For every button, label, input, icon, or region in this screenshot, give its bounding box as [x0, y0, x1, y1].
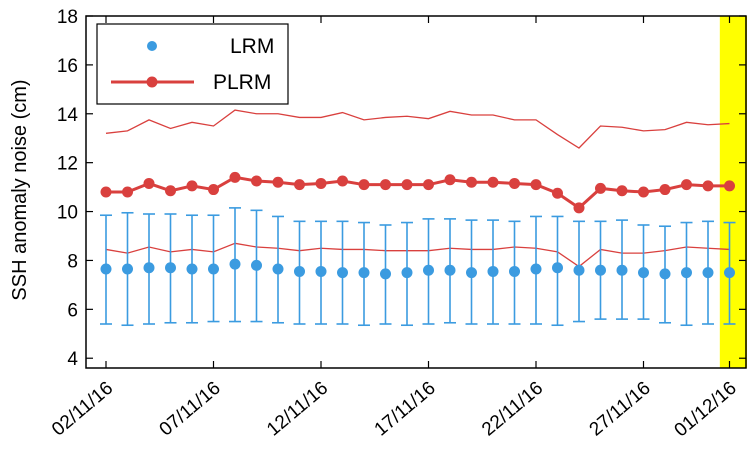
x-tick-marks [105, 16, 731, 368]
y-tick-label: 16 [57, 56, 78, 77]
plrm-point [487, 176, 499, 188]
y-tick-label: 12 [57, 154, 78, 175]
lrm-point [466, 267, 477, 279]
lrm-point [552, 262, 563, 274]
legend-plrm-marker [146, 76, 158, 88]
plrm-point [272, 176, 284, 188]
x-tick-label: 02/11/16 [48, 378, 117, 441]
lrm-point [208, 263, 219, 275]
plrm-point [530, 179, 542, 191]
y-axis-label: SSH anomaly noise (cm) [9, 79, 31, 300]
x-tick-label: 12/11/16 [263, 378, 332, 441]
y-tick-labels: 4 6 8 10 12 14 16 18 [57, 7, 79, 370]
lrm-point [186, 263, 198, 275]
lrm-point [530, 263, 542, 275]
lrm-point [272, 263, 284, 275]
legend: LRM PLRM [96, 23, 289, 105]
lrm-point [509, 265, 520, 277]
plrm-point [315, 177, 327, 189]
lrm-point [573, 264, 585, 276]
plrm-point [552, 187, 563, 199]
lrm-point [165, 262, 176, 274]
lrm-point [122, 263, 133, 275]
y-tick-label: 18 [57, 7, 78, 28]
y-tick-label: 10 [57, 203, 78, 224]
plrm-point [423, 179, 434, 191]
legend-lrm-marker [147, 41, 157, 51]
x-tick-label: 22/11/16 [478, 378, 547, 441]
lrm-point [444, 264, 456, 276]
lrm-point [380, 268, 391, 280]
lrm-point [423, 264, 434, 276]
plot-frame [85, 15, 747, 369]
lrm-point [595, 264, 606, 276]
y-tick-label: 4 [67, 349, 78, 370]
plrm-point [724, 180, 735, 192]
plrm-point [229, 171, 241, 183]
plrm-point [509, 177, 520, 189]
lrm-point [315, 265, 327, 277]
plrm-point [100, 186, 112, 198]
plrm-point [143, 177, 155, 189]
plrm-point [380, 179, 391, 191]
plrm-point [681, 179, 692, 191]
y-tick-label: 6 [67, 300, 78, 321]
y-tick-label: 14 [57, 105, 79, 126]
plrm-point [208, 184, 219, 196]
y-tick-marks [86, 15, 746, 359]
plrm-point [401, 179, 413, 191]
plrm-point [616, 185, 628, 197]
plrm-point [638, 186, 649, 198]
lrm-point [681, 267, 692, 279]
plrm-point [165, 185, 176, 197]
plrm-point [659, 184, 671, 196]
lrm-point [100, 263, 112, 275]
lrm-point [487, 265, 499, 277]
lrm-point [659, 268, 671, 280]
lrm-point [229, 258, 241, 270]
x-tick-label: 17/11/16 [371, 378, 440, 441]
legend-box [96, 23, 289, 105]
x-tick-label: 01/12/16 [671, 378, 741, 442]
plrm-upper-band-line [105, 109, 730, 149]
lrm-point [616, 264, 628, 276]
lrm-point [143, 262, 155, 274]
lrm-series [100, 258, 735, 280]
x-tick-label: 07/11/16 [156, 378, 225, 441]
x-tick-labels: 02/11/16 07/11/16 12/11/16 17/11/16 22/11/16… [48, 378, 741, 442]
y-tick-label: 8 [67, 251, 78, 272]
lrm-point [294, 265, 305, 277]
plrm-point [294, 179, 305, 191]
plrm-series [100, 171, 735, 214]
lrm-point [251, 259, 262, 271]
plrm-band-lines [105, 109, 730, 268]
lrm-point [702, 267, 714, 279]
plrm-point [122, 186, 133, 198]
plrm-point [337, 175, 348, 187]
lrm-point [358, 267, 370, 279]
plrm-point [702, 180, 714, 192]
lrm-point [401, 267, 413, 279]
x-tick-label: 27/11/16 [586, 378, 655, 441]
legend-lrm-label: LRM [230, 35, 274, 58]
plrm-point [358, 179, 370, 191]
plrm-point [466, 176, 477, 188]
plrm-point [186, 180, 198, 192]
legend-plrm-label: PLRM [213, 71, 271, 94]
lrm-point [638, 267, 649, 279]
plrm-point [444, 174, 456, 186]
lrm-point [337, 267, 348, 279]
plrm-point [251, 175, 262, 187]
plrm-point [573, 202, 585, 214]
plrm-lower-band-line [105, 242, 730, 268]
plrm-point [595, 182, 606, 194]
lrm-point [724, 267, 735, 279]
plrm-line [106, 175, 730, 210]
highlight-band [719, 16, 747, 368]
